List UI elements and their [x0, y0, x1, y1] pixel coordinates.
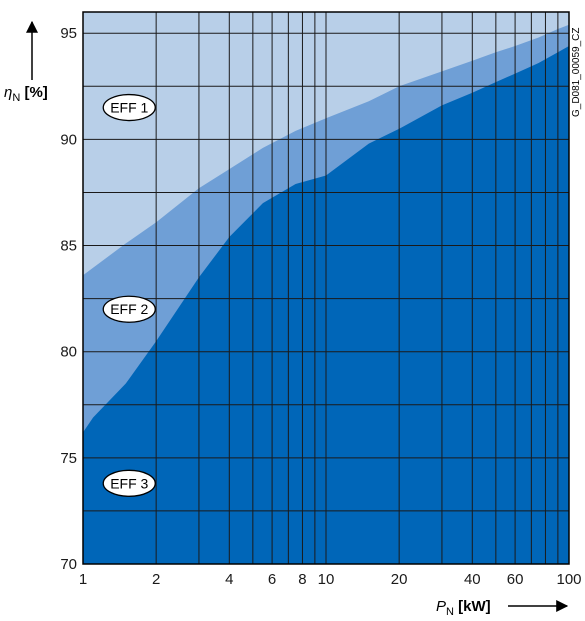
region-label-oval [102, 295, 156, 323]
y-axis-subscript: N [12, 92, 20, 104]
x-axis-subscript: N [446, 606, 454, 618]
x-tick-label: 8 [298, 571, 306, 588]
x-tick-label: 100 [556, 571, 581, 588]
gridlines [82, 12, 570, 564]
y-tick-label: 95 [60, 25, 77, 42]
x-tick-label: 20 [391, 571, 408, 588]
x-tick-label: 6 [268, 571, 276, 588]
x-axis-label: PN [kW] [436, 598, 491, 618]
figure-code: G_D081_00059_CZ [571, 27, 582, 117]
y-tick-label: 70 [60, 556, 77, 573]
x-tick-label: 4 [225, 571, 233, 588]
x-axis-unit: [kW] [458, 598, 491, 615]
x-tick-labels: 1 2 4 6 8 10 20 40 60 100 [79, 571, 582, 588]
region-label-text: EFF 2 [110, 301, 148, 317]
y-tick-label: 80 [60, 344, 77, 361]
plot-frame [82, 11, 570, 565]
region-label-oval [102, 469, 156, 497]
region-label-oval [102, 93, 156, 122]
y-tick-label: 75 [60, 450, 77, 467]
x-tick-label: 2 [152, 571, 160, 588]
region-label-eff3: EFF 3 [102, 469, 156, 497]
region-labels: EFF 1 EFF 2 EFF 3 [102, 93, 156, 497]
y-axis-unit: [%] [24, 84, 47, 101]
y-tick-label: 85 [60, 238, 77, 255]
y-tick-labels: 70 75 80 85 90 95 [60, 25, 77, 573]
y-tick-label: 90 [60, 131, 77, 148]
x-tick-label: 1 [79, 571, 87, 588]
y-axis-symbol: η [4, 84, 12, 101]
x-tick-label: 40 [464, 571, 481, 588]
region-label-text: EFF 3 [110, 475, 148, 491]
region-label-eff2: EFF 2 [102, 295, 156, 323]
x-tick-label: 60 [507, 571, 524, 588]
x-axis-symbol: P [436, 598, 446, 615]
region-label-text: EFF 1 [110, 100, 148, 116]
y-axis-label: ηN [%] [4, 84, 48, 104]
region-label-eff1: EFF 1 [102, 93, 156, 122]
x-tick-label: 10 [318, 571, 335, 588]
